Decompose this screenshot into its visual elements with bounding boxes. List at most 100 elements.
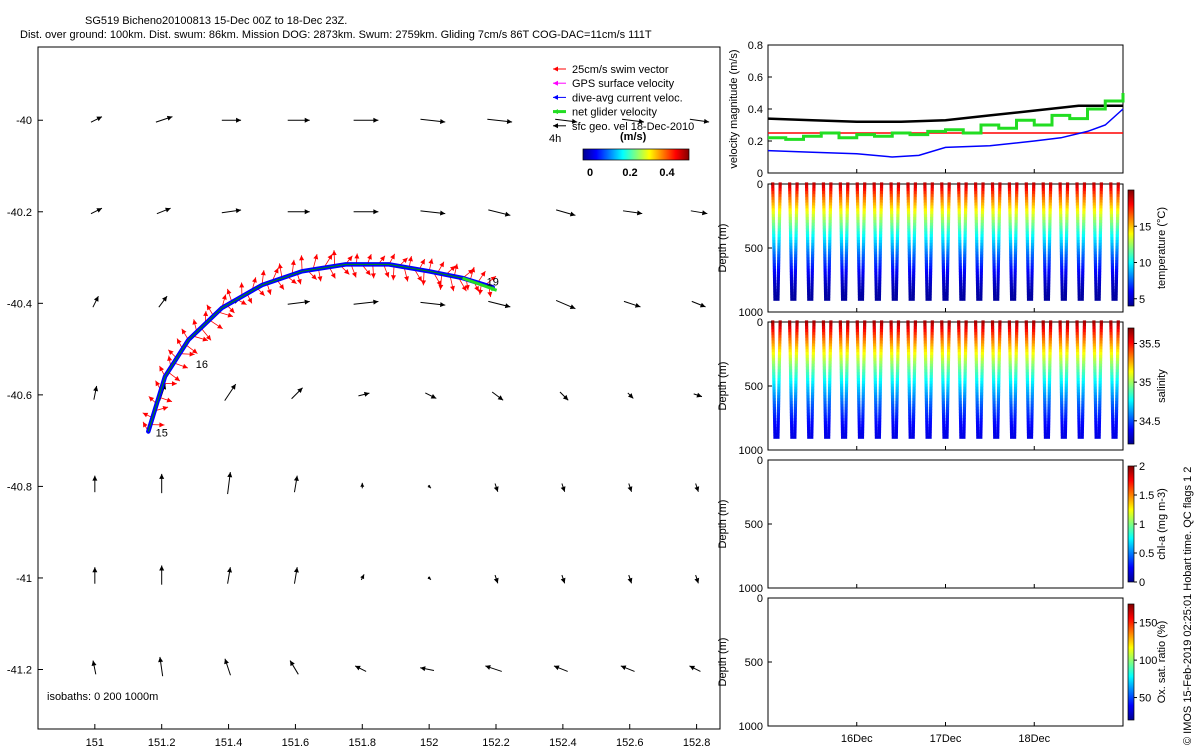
depth-sample [771,334,775,338]
depth-sample [839,228,843,232]
depth-sample [777,219,782,224]
depth-sample [1048,216,1052,221]
depth-sample [840,251,844,255]
swim-vector [331,250,337,267]
depth-sample [947,331,951,336]
depth-sample [788,323,792,327]
depth-sample [805,199,809,203]
depth-sample [997,378,1001,382]
depth-sample [1093,403,1098,408]
depth-sample [862,334,867,338]
depth-sample [958,369,962,373]
depth-sample [1058,196,1062,200]
depth-sample [772,242,776,247]
depth-sample [923,340,927,344]
depth-sample [839,211,843,215]
depth-sample [1093,389,1097,393]
depth-sample [857,406,861,410]
depth-sample [1009,409,1013,413]
depth-sample [806,418,811,422]
depth-sample [895,392,899,396]
depth-sample [1025,222,1029,226]
depth-sample [823,424,828,428]
depth-sample [912,263,916,267]
geostrophic-vector [420,301,446,308]
depth-sample [906,320,910,324]
depth-sample [913,329,917,333]
depth-sample [1099,214,1103,218]
map-frame [37,46,721,730]
depth-sample [839,372,843,376]
depth-sample [913,182,918,186]
depth-sample [861,409,865,413]
depth-sample [930,337,934,341]
depth-sample [874,412,878,416]
depth-sample [1009,386,1013,390]
depth-sample [992,424,997,428]
depth-sample [828,228,832,232]
depth-sample [844,424,848,428]
depth-sample [1026,257,1030,261]
depth-sample [1046,297,1051,301]
swim-vector [150,422,165,428]
depth-sample [924,380,928,385]
depth-sample [811,245,815,249]
depth-sample [1025,343,1029,347]
depth-sample [912,401,916,405]
depth-sample [979,280,983,284]
depth-sample [856,205,860,209]
depth-sample [811,366,815,370]
depth-sample [974,185,978,189]
depth-sample [907,216,911,221]
depth-sample [810,254,815,258]
depth-sample [828,357,832,362]
depth-sample [1075,202,1080,206]
depth-sample [840,421,844,425]
depth-sample [862,329,867,333]
depth-sample [1041,196,1046,200]
depth-sample [844,401,848,405]
depth-sample [789,383,793,387]
depth-sample [810,432,814,436]
depth-sample [794,366,798,370]
depth-sample [962,426,966,431]
depth-sample [877,424,882,428]
depth-sample [1080,297,1084,301]
depth-sample [1099,188,1103,192]
depth-sample [873,219,877,224]
depth-sample [975,286,980,290]
depth-sample [1025,363,1029,367]
chla-panel-ylabel: Depth (m) [717,500,729,549]
depth-sample [823,286,828,290]
depth-sample [788,369,793,373]
depth-sample [1081,248,1085,252]
depth-sample [772,257,776,261]
depth-sample [907,263,912,267]
depth-sample [878,386,882,390]
depth-sample [991,193,995,198]
depth-sample [913,219,917,224]
depth-sample [1026,426,1030,431]
depth-sample [872,337,877,341]
depth-sample [861,418,865,422]
depth-sample [772,375,776,379]
depth-sample [806,378,810,382]
depth-sample [1116,208,1120,212]
speed-colorbar-unit: (m/s) [620,131,647,143]
depth-sample [776,265,781,270]
depth-sample [1031,378,1035,382]
depth-sample [873,343,877,347]
depth-sample [992,248,996,252]
depth-sample [874,288,878,293]
depth-sample [1065,337,1069,341]
depth-sample [941,228,945,232]
depth-sample [896,349,900,353]
depth-sample [1042,369,1046,373]
depth-sample [1099,219,1103,224]
depth-sample [996,265,1000,270]
depth-sample [788,188,792,192]
depth-sample [1064,234,1069,238]
depth-sample [1013,418,1017,422]
depth-sample [806,245,810,249]
depth-sample [1081,392,1085,396]
